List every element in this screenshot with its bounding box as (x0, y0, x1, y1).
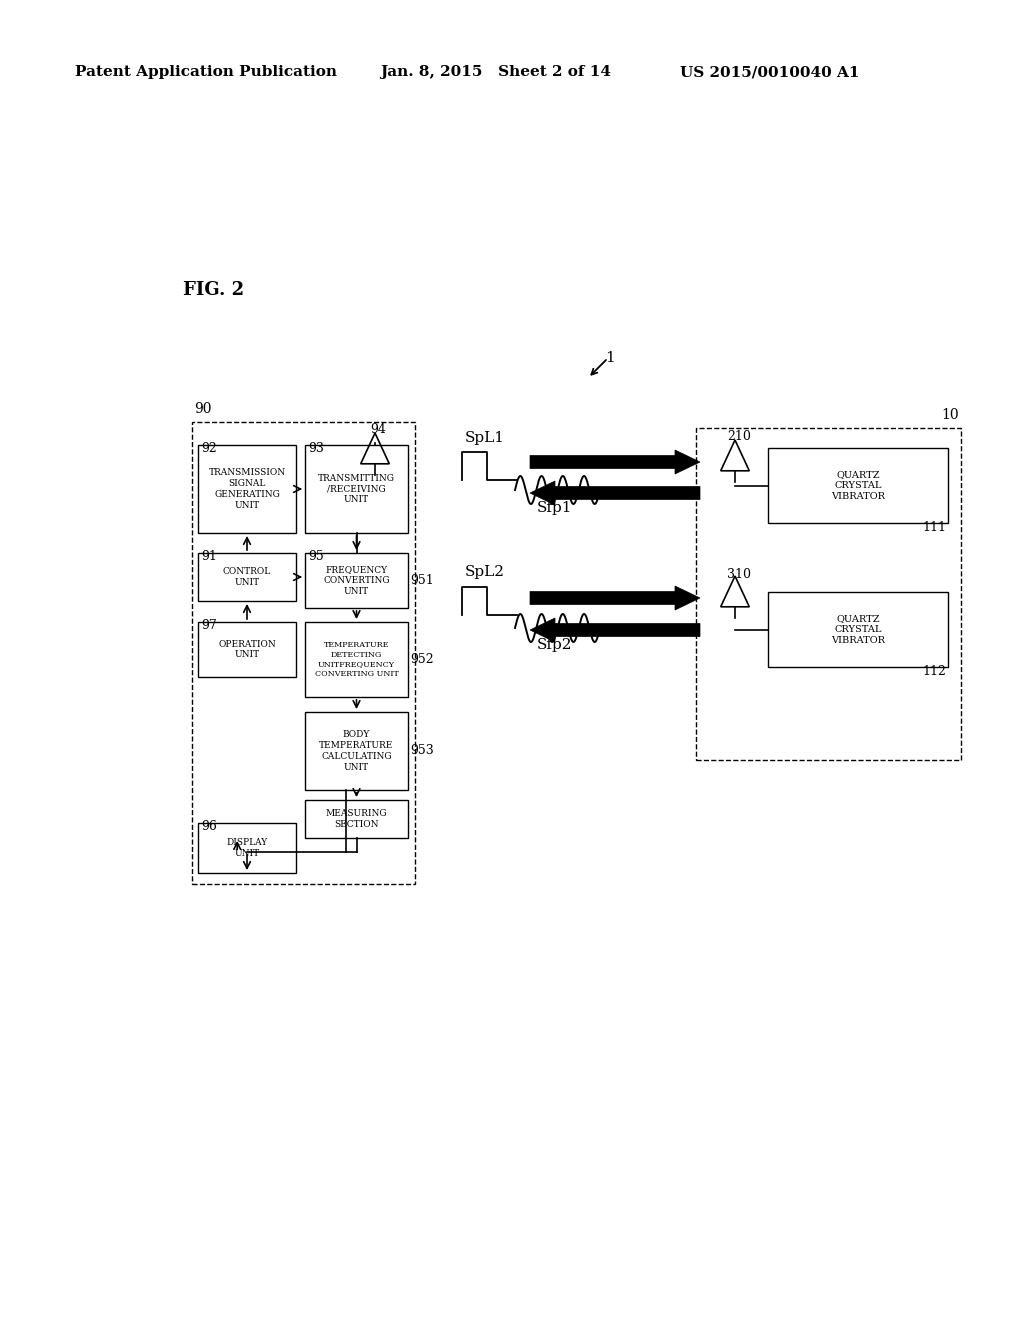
Text: FIG. 2: FIG. 2 (183, 281, 244, 300)
Text: 953: 953 (410, 744, 434, 758)
Text: 1: 1 (605, 351, 614, 366)
Text: CONTROL
UNIT: CONTROL UNIT (223, 568, 271, 587)
Text: 112: 112 (923, 665, 946, 678)
Text: QUARTZ
CRYSTAL
VIBRATOR: QUARTZ CRYSTAL VIBRATOR (831, 614, 885, 644)
Text: Sfp1: Sfp1 (538, 502, 572, 515)
Text: Sfp2: Sfp2 (538, 638, 572, 652)
Text: BODY
TEMPERATURE
CALCULATING
UNIT: BODY TEMPERATURE CALCULATING UNIT (319, 730, 393, 772)
Text: 96: 96 (201, 820, 217, 833)
Text: TRANSMISSION
SIGNAL
GENERATING
UNIT: TRANSMISSION SIGNAL GENERATING UNIT (209, 469, 286, 510)
FancyBboxPatch shape (198, 445, 296, 533)
Text: 951: 951 (410, 574, 434, 587)
Text: 94: 94 (370, 422, 386, 436)
Text: 10: 10 (941, 408, 959, 422)
Text: 952: 952 (410, 653, 433, 667)
FancyBboxPatch shape (305, 800, 408, 838)
Polygon shape (530, 450, 700, 474)
FancyBboxPatch shape (305, 622, 408, 697)
Text: 91: 91 (201, 550, 217, 564)
FancyBboxPatch shape (305, 711, 408, 789)
Text: TEMPERATURE
DETECTING
UNITFREQUENCY
CONVERTING UNIT: TEMPERATURE DETECTING UNITFREQUENCY CONV… (314, 642, 398, 677)
Text: TRANSMITTING
/RECEIVING
UNIT: TRANSMITTING /RECEIVING UNIT (318, 474, 395, 504)
Polygon shape (530, 586, 700, 610)
Text: FREQUENCY
CONVERTING
UNIT: FREQUENCY CONVERTING UNIT (324, 565, 390, 595)
FancyBboxPatch shape (768, 591, 948, 667)
Text: 93: 93 (308, 442, 324, 455)
Text: Patent Application Publication: Patent Application Publication (75, 65, 337, 79)
Text: 97: 97 (201, 619, 217, 632)
FancyBboxPatch shape (305, 553, 408, 609)
Polygon shape (530, 480, 700, 506)
FancyBboxPatch shape (305, 445, 408, 533)
Text: MEASURING
SECTION: MEASURING SECTION (326, 809, 387, 829)
Polygon shape (530, 618, 700, 642)
Text: 92: 92 (201, 442, 217, 455)
FancyBboxPatch shape (198, 822, 296, 873)
Text: QUARTZ
CRYSTAL
VIBRATOR: QUARTZ CRYSTAL VIBRATOR (831, 470, 885, 500)
Text: 210: 210 (727, 430, 751, 444)
Text: 310: 310 (727, 568, 751, 581)
Text: 111: 111 (922, 521, 946, 535)
Text: SpL1: SpL1 (465, 432, 505, 445)
FancyBboxPatch shape (198, 622, 296, 677)
Text: OPERATION
UNIT: OPERATION UNIT (218, 640, 275, 660)
Text: SpL2: SpL2 (465, 565, 505, 579)
FancyBboxPatch shape (198, 553, 296, 601)
Text: Jan. 8, 2015   Sheet 2 of 14: Jan. 8, 2015 Sheet 2 of 14 (380, 65, 611, 79)
Text: DISPLAY
UNIT: DISPLAY UNIT (226, 838, 267, 858)
Text: 95: 95 (308, 550, 324, 564)
Text: 90: 90 (194, 403, 212, 416)
FancyBboxPatch shape (768, 447, 948, 523)
Text: US 2015/0010040 A1: US 2015/0010040 A1 (680, 65, 859, 79)
